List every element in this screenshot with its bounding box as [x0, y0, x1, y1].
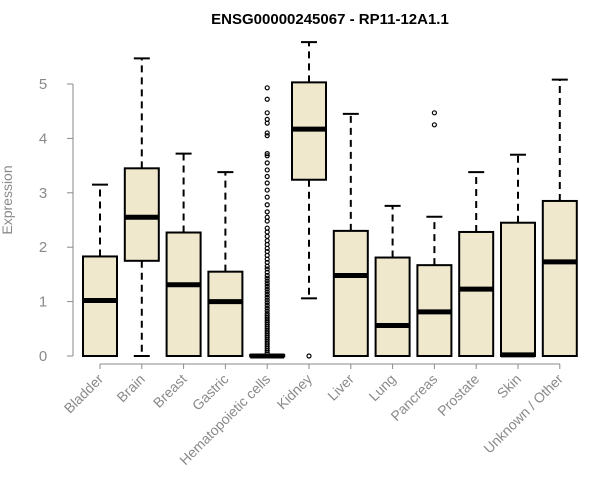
- box-rect: [458, 230, 495, 357]
- y-tick-label: 1: [39, 294, 47, 311]
- boxes-group: [82, 41, 578, 359]
- outlier-point: [264, 110, 270, 116]
- outlier-point: [431, 110, 437, 116]
- outlier-point: [431, 122, 437, 128]
- outlier-point: [264, 305, 270, 311]
- outlier-point: [264, 160, 270, 166]
- y-tick-label: 2: [39, 239, 47, 256]
- x-tick-label: Kidney: [274, 371, 316, 413]
- outlier-point: [264, 194, 270, 200]
- box-breast: [165, 152, 202, 357]
- box-gastric: [207, 171, 244, 357]
- outlier-point: [264, 209, 270, 215]
- y-axis-label: Expression: [0, 165, 15, 234]
- y-axis: 0 1 2 3 4 5: [39, 76, 74, 365]
- x-tick-label: Prostate: [434, 371, 482, 419]
- box-prostate: [458, 171, 495, 357]
- outlier-point: [264, 275, 270, 281]
- y-tick-label: 3: [39, 185, 47, 202]
- outlier-point: [264, 300, 270, 306]
- chart-title: ENSG00000245067 - RP11-12A1.1: [211, 11, 449, 28]
- box-hematopoietic-cells: [249, 85, 286, 359]
- outlier-point: [264, 286, 270, 292]
- y-tick-label: 5: [39, 76, 47, 93]
- x-tick-label: Skin: [494, 371, 525, 402]
- outlier-point: [264, 151, 270, 157]
- outlier-point: [264, 283, 270, 289]
- outlier-point: [264, 347, 270, 354]
- x-tick-label: Breast: [150, 371, 190, 411]
- outlier-point: [264, 133, 270, 139]
- outlier-point: [264, 173, 270, 180]
- outlier-point: [264, 297, 270, 303]
- box-rect: [541, 199, 578, 357]
- outlier-point: [264, 245, 270, 251]
- box-rect: [500, 221, 536, 357]
- y-tick-label: 0: [39, 348, 47, 365]
- outlier-point: [264, 85, 270, 91]
- box-bladder: [82, 183, 118, 357]
- box-pancreas: [416, 110, 453, 358]
- outlier-point: [264, 269, 270, 275]
- outlier-point: [264, 350, 270, 356]
- box-brain: [123, 57, 160, 357]
- outlier-point: [264, 308, 270, 314]
- box-rect: [123, 167, 160, 262]
- outlier-point: [264, 289, 270, 295]
- outlier-point: [264, 96, 270, 102]
- x-tick-label: Unknown / Other: [480, 371, 566, 457]
- box-rect: [165, 231, 202, 357]
- box-rect: [82, 255, 118, 357]
- box-liver: [332, 112, 369, 358]
- outlier-point: [264, 180, 270, 186]
- outlier-point: [264, 291, 270, 298]
- box-rect: [374, 256, 411, 358]
- outlier-point: [264, 302, 270, 309]
- outlier-point: [264, 187, 270, 193]
- x-tick-label: Brain: [113, 371, 147, 405]
- outlier-point: [264, 202, 270, 208]
- box-rect: [332, 229, 369, 358]
- box-rect: [207, 270, 244, 357]
- outlier-point: [264, 263, 270, 269]
- outlier-point: [264, 218, 270, 224]
- x-tick-label: Lung: [365, 371, 398, 404]
- box-kidney: [291, 41, 327, 359]
- x-tick-label: Bladder: [61, 371, 107, 417]
- box-unknown-other: [541, 78, 578, 357]
- outlier-point: [264, 272, 270, 279]
- outlier-point: [264, 233, 270, 239]
- box-skin: [500, 153, 536, 358]
- outlier-point: [264, 266, 270, 272]
- outlier-point: [264, 120, 270, 126]
- outlier-point: [264, 256, 270, 262]
- outlier-point: [264, 167, 270, 173]
- y-tick-label: 4: [39, 130, 47, 147]
- box-lung: [374, 204, 411, 358]
- outlier-point: [264, 278, 270, 284]
- outlier-point: [264, 281, 270, 287]
- outlier-point: [264, 130, 270, 136]
- outlier-point: [264, 153, 270, 159]
- outlier-point: [264, 294, 270, 300]
- x-tick-label: Liver: [324, 371, 357, 404]
- outlier-point: [306, 353, 312, 359]
